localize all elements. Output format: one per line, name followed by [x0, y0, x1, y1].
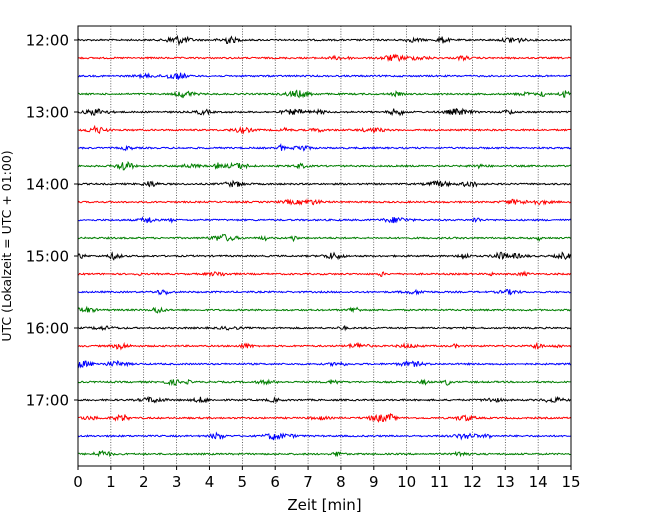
- y-tick-label: 15:00: [26, 248, 69, 266]
- x-axis-title: Zeit [min]: [287, 496, 361, 514]
- x-tick-label: 2: [139, 473, 149, 491]
- x-tick-label: 1: [106, 473, 116, 491]
- y-tick-label: 14:00: [26, 176, 69, 194]
- seismogram-trace: [77, 34, 572, 47]
- seismogram-trace: [77, 359, 572, 369]
- x-tick-label: 5: [238, 473, 248, 491]
- seismogram-trace: [77, 53, 572, 63]
- seismogram-trace: [77, 198, 572, 206]
- plot-frame: [77, 25, 572, 467]
- seismogram-trace: [77, 251, 572, 261]
- grid-lines: [110, 26, 539, 466]
- y-axis: 12:00 13:00 14:00 15:00 16:00 17:00: [26, 32, 78, 410]
- seismogram-trace: [77, 305, 572, 314]
- x-tick-label: 6: [270, 473, 280, 491]
- x-tick-label: 15: [561, 473, 580, 491]
- seismogram-trace: [77, 72, 572, 80]
- seismogram-trace: [77, 216, 572, 224]
- x-tick-label: 3: [172, 473, 182, 491]
- x-tick-label: 8: [336, 473, 346, 491]
- seismogram-trace: [77, 124, 572, 135]
- seismogram-trace: [77, 431, 572, 441]
- seismogram-trace: [77, 143, 572, 152]
- seismogram-trace: [77, 270, 572, 278]
- x-tick-label: 10: [397, 473, 416, 491]
- x-tick-label: 0: [73, 473, 83, 491]
- x-tick-label: 13: [496, 473, 515, 491]
- x-axis: 0 1 2 3 4 5 6 7 8 9 10 11 12 13 14 15: [73, 466, 581, 491]
- x-tick-label: 7: [303, 473, 313, 491]
- x-tick-label: 4: [205, 473, 215, 491]
- seismogram-trace: [77, 341, 572, 351]
- y-tick-label: 17:00: [26, 392, 69, 410]
- seismogram-trace: [77, 325, 572, 332]
- seismogram-trace: [77, 233, 572, 243]
- x-tick-label: 9: [369, 473, 379, 491]
- seismogram-trace: [77, 107, 572, 117]
- seismogram-trace: [77, 378, 572, 387]
- y-tick-label: 13:00: [26, 104, 69, 122]
- trace-group: [77, 34, 572, 458]
- x-tick-label: 14: [529, 473, 548, 491]
- seismogram-trace: [77, 449, 572, 458]
- y-axis-title: UTC (Lokalzeit = UTC + 01:00): [0, 150, 14, 341]
- y-tick-label: 12:00: [26, 32, 69, 50]
- x-tick-label: 12: [463, 473, 482, 491]
- y-tick-label: 16:00: [26, 320, 69, 338]
- seismogram-trace: [77, 288, 572, 296]
- seismogram-trace: [77, 412, 572, 423]
- x-tick-label: 11: [430, 473, 449, 491]
- seismogram-trace: [77, 160, 572, 171]
- seismogram-trace: [77, 395, 572, 404]
- seismogram-trace: [77, 89, 572, 99]
- seismogram-trace: [77, 179, 572, 188]
